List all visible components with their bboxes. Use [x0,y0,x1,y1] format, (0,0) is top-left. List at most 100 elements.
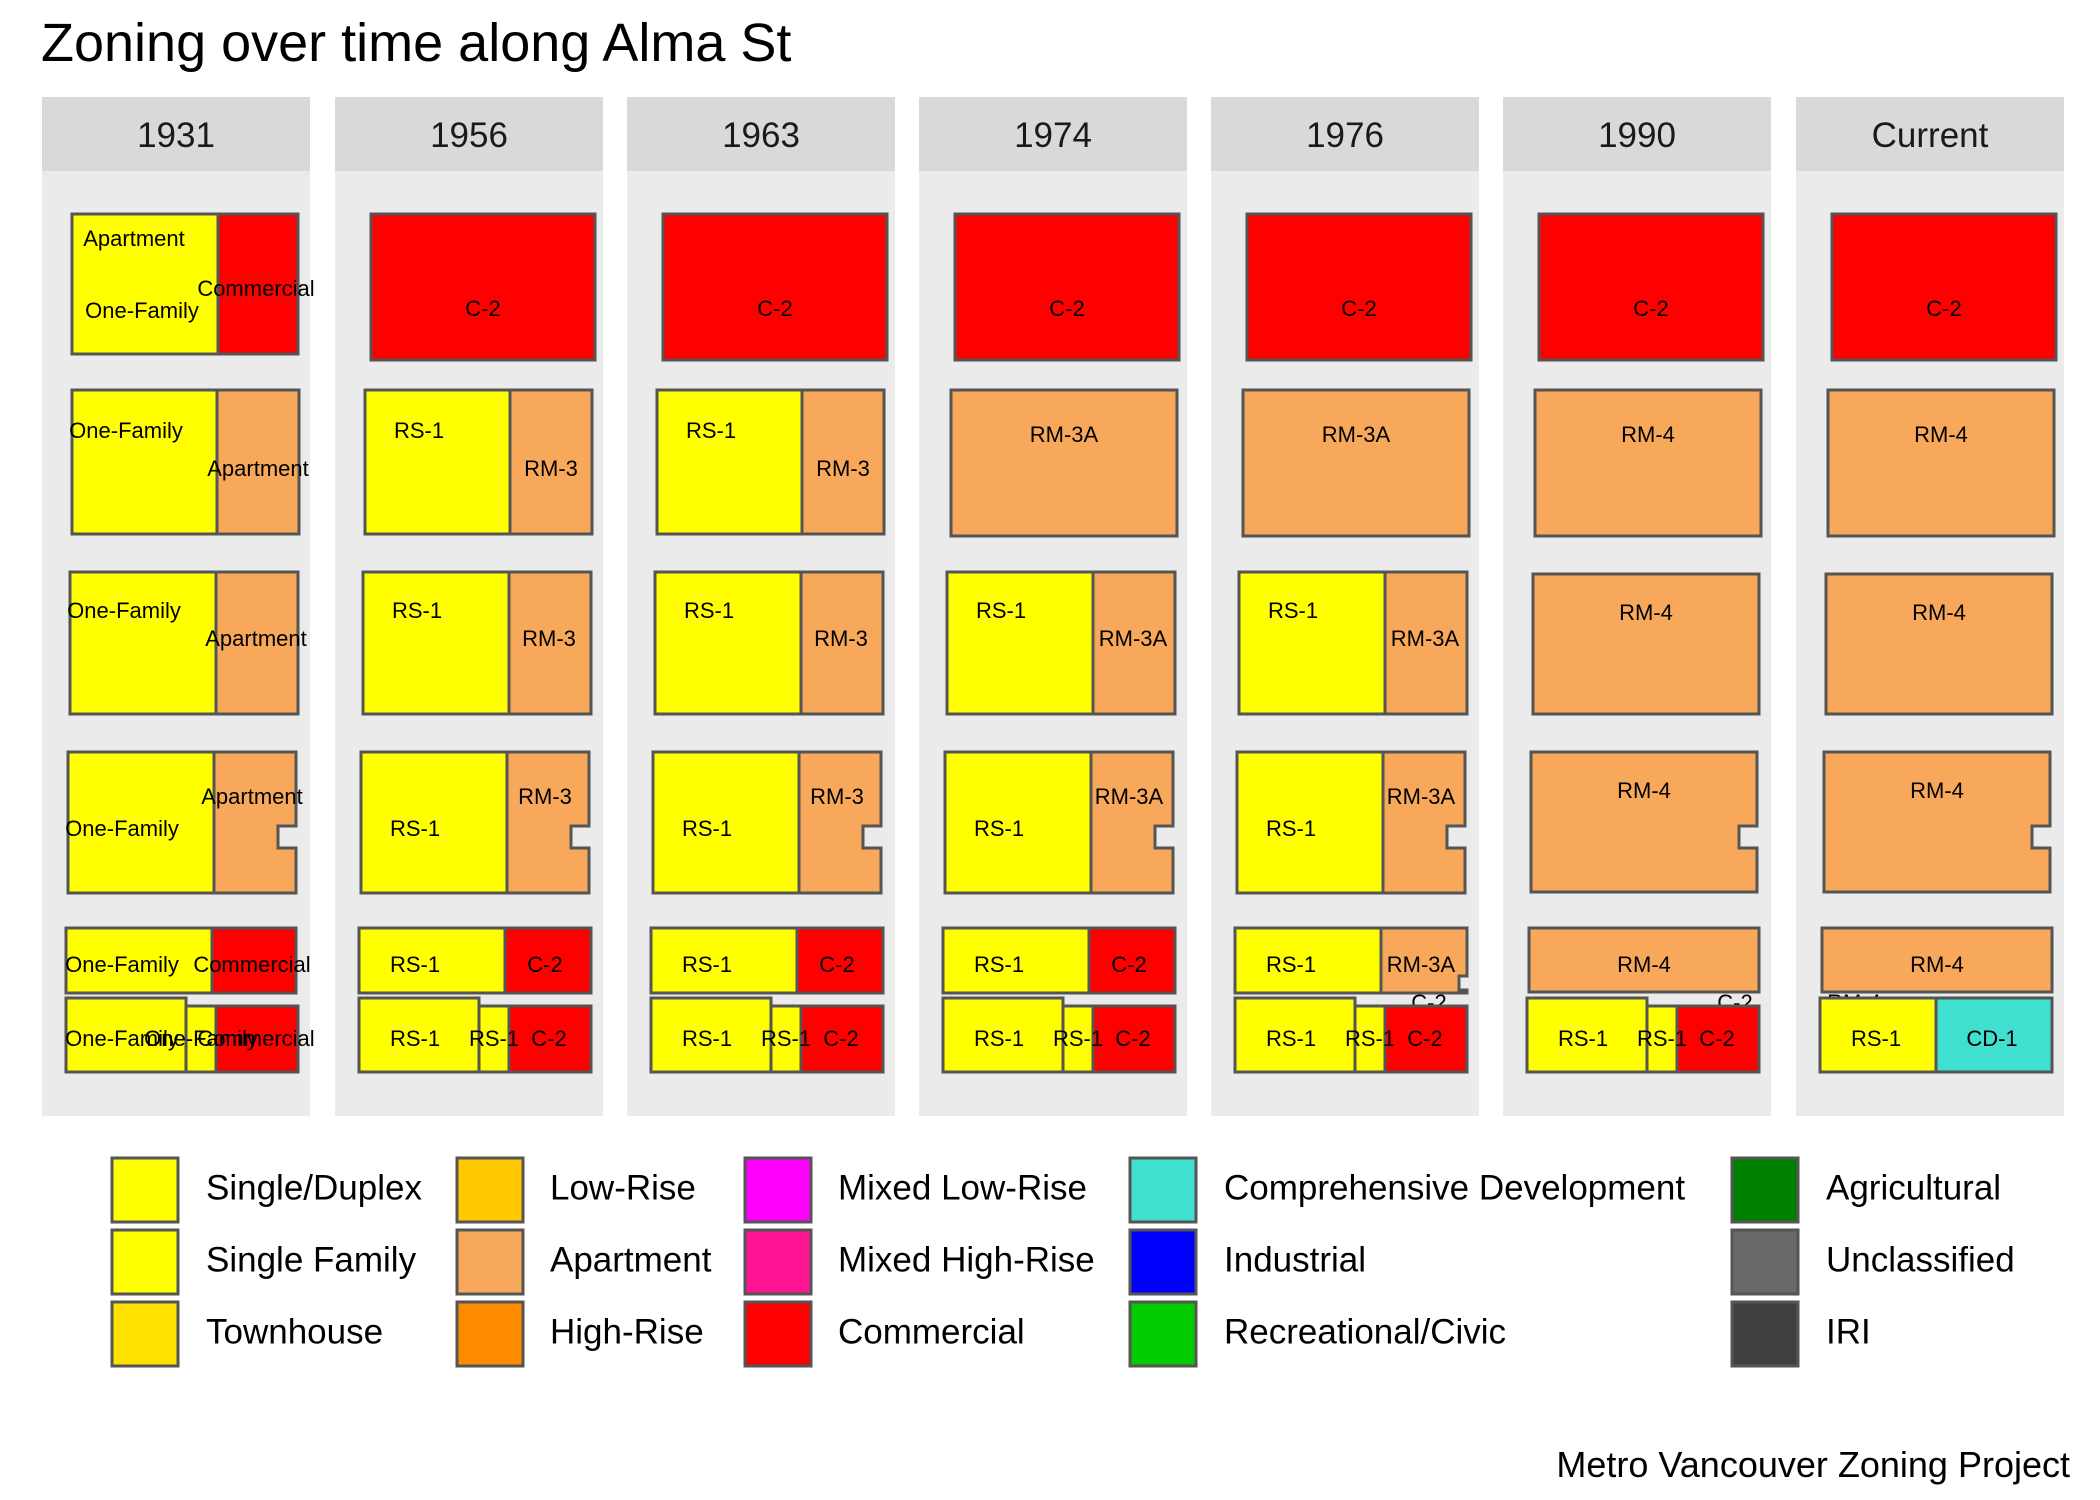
parcel-label: RM-4 [1914,422,1968,447]
legend-label: High-Rise [550,1312,704,1351]
parcel-label: One-Family [69,418,183,443]
parcel-rm-3 [799,570,885,716]
parcel-label: C-2 [1115,1026,1150,1051]
block-b3: RS-1 RM-3A [1237,570,1469,716]
legend-column: Agricultural Unclassified IRI [1730,1156,2015,1368]
legend-key-townhouse [110,1300,180,1368]
block-b2: RM-4 [1533,388,1763,538]
legend-key-iri [1730,1300,1800,1368]
facet-title: 1976 [1306,116,1384,155]
legend-key-high-rise [455,1300,525,1368]
parcel-rm-4 [1531,572,1761,716]
block-b2: RS-1 RM-3 [655,388,886,536]
block-b2: RM-3A [949,388,1179,538]
parcel-rm-3a [1381,750,1467,895]
facet-strip [1211,97,1479,171]
parcel-c-2 [507,1004,593,1074]
facet-title: 1963 [722,116,800,155]
block-b1: C-2 [369,212,597,362]
parcel-label: RM-3 [810,784,864,809]
legend-label: Single Family [206,1240,417,1279]
parcel-rm-3a [1379,926,1469,995]
facet-strip [1503,97,1771,171]
block-b4: RM-4 [1529,750,1759,894]
legend-key-unclassified [1730,1228,1800,1296]
block-b5: RS-1 C-2 [357,926,593,995]
facet-strip [335,97,603,171]
parcel-label: C-2 [1699,1026,1734,1051]
parcel-c-2 [1087,926,1177,995]
parcel-label: C-2 [531,1026,566,1051]
parcel-label: C-2 [527,952,562,977]
parcel-label: RS-1 [1053,1026,1103,1051]
legend-column: Mixed Low-Rise Mixed High-Rise Commercial [743,1156,1095,1368]
legend-key-mixed-low-rise [743,1156,813,1224]
parcel-rm-3 [800,388,886,536]
legend-label: Comprehensive Development [1224,1168,1685,1207]
parcel-label: RS-1 [1268,598,1318,623]
parcel-label: RS-1 [1558,1026,1608,1051]
parcel-commercial [216,212,300,356]
parcel-label: C-2 [1341,296,1376,321]
parcel-label: Commercial [197,276,314,301]
parcel-rm-3a [1091,570,1177,716]
parcel-label: C-2 [1926,296,1961,321]
parcel-rm-3 [505,750,591,895]
block-b3: RM-4 [1531,572,1761,716]
parcel-label: C-2 [1633,296,1668,321]
parcel-label: RS-1 [390,1026,440,1051]
parcel-label: Apartment [205,626,307,651]
chart-title: Zoning over time along Alma St [41,13,792,73]
parcel-c-2 [1830,212,2058,362]
parcel-label: RS-1 [761,1026,811,1051]
facet-strip [1796,97,2064,171]
parcel-apartment [214,570,300,716]
facet-strip [919,97,1187,171]
parcel-label: RS-1 [1851,1026,1901,1051]
parcel-rs-1 [361,570,511,716]
parcel-label: RM-3A [1391,626,1460,651]
parcel-label: RM-3A [1095,784,1164,809]
legend-key-apartment [455,1228,525,1296]
parcel-label: One-Family [65,816,179,841]
parcel-label: RS-1 [974,952,1024,977]
legend-label: IRI [1826,1312,1871,1351]
parcel-c-2 [1537,212,1765,362]
parcel-label: RM-4 [1621,422,1675,447]
parcel-rm-4 [1822,750,2052,894]
block-b3: RS-1 RM-3 [653,570,885,716]
parcel-rm-4 [1527,926,1761,994]
legend-label: Commercial [838,1312,1025,1351]
parcel-label: C-2 [1111,952,1146,977]
block-b6: RS-1 RS-1 C-2 [1233,996,1469,1074]
parcel-label: RS-1 [974,816,1024,841]
parcel-rs-1 [1237,570,1387,716]
block-b3: RM-4 [1824,572,2054,716]
parcel-label: RM-3 [816,456,870,481]
parcel-label: RM-3 [524,456,578,481]
parcel-commercial [214,1004,300,1074]
facet-strip [627,97,895,171]
legend-label: Low-Rise [550,1168,696,1207]
parcel-label: RM-3A [1099,626,1168,651]
parcel-c-2 [503,926,593,995]
facet-title: 1974 [1014,116,1092,155]
parcel-label: C-2 [819,952,854,977]
parcel-c-2 [1091,1004,1177,1074]
block-b6: RS-1 RS-1 C-2 [357,996,593,1074]
parcel-label: Apartment [83,226,185,251]
parcel-label: C-2 [1049,296,1084,321]
parcel-label: RS-1 [684,598,734,623]
block-b5: RM-4C-2 [1527,926,1761,1015]
block-b1: C-2 [1830,212,2058,362]
legend-label: Single/Duplex [206,1168,422,1207]
facet-strip [42,97,310,171]
legend-column: Comprehensive Development Industrial Recre… [1128,1156,1685,1368]
legend-key-recreational-civic [1128,1300,1198,1368]
parcel-c-2 [1383,1004,1469,1074]
parcel-label: RS-1 [1637,1026,1687,1051]
parcel-label: RS-1 [390,952,440,977]
